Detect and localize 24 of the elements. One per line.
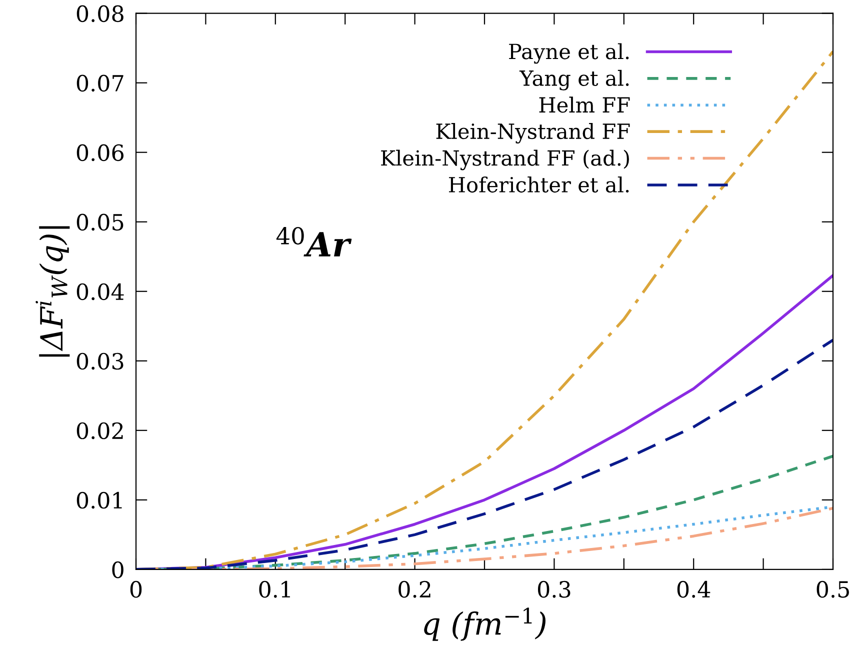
x-tick-label: 0.1 bbox=[259, 580, 290, 598]
legend-label: Klein-Nystrand FF bbox=[436, 123, 630, 144]
y-tick-label: 0.02 bbox=[76, 422, 123, 440]
y-axis-title: |ΔF$^{i}$$_{W}$(q)| bbox=[36, 226, 70, 357]
x-tick-label: 0.4 bbox=[677, 580, 710, 598]
x-tick-label: 0.5 bbox=[816, 580, 849, 598]
x-axis-title: q (fm$^{−1}$) bbox=[424, 608, 546, 641]
y-tick-label: 0.07 bbox=[76, 74, 124, 92]
x-tick-label: 0.3 bbox=[538, 580, 570, 598]
y-tick-label: 0.01 bbox=[76, 492, 122, 509]
legend-label: Payne et al. bbox=[509, 43, 629, 64]
annotation: $^{40}$Ar bbox=[276, 226, 352, 256]
x-tick-label: 0.2 bbox=[398, 580, 430, 598]
legend-label: Hoferichter et al. bbox=[448, 176, 629, 193]
x-tick-label: 0 bbox=[130, 580, 142, 598]
legend-label: Yang et al. bbox=[519, 70, 629, 90]
y-tick-label: 0.06 bbox=[76, 144, 124, 162]
y-tick-label: 0.04 bbox=[76, 283, 124, 300]
legend-label: Helm FF bbox=[539, 96, 630, 113]
y-tick-label: 0 bbox=[112, 561, 124, 578]
y-tick-label: 0.05 bbox=[76, 214, 124, 231]
y-tick-label: 0.03 bbox=[76, 352, 124, 370]
y-tick-label: 0.08 bbox=[76, 5, 124, 22]
legend-label: Klein-Nystrand FF (ad.) bbox=[381, 150, 629, 170]
